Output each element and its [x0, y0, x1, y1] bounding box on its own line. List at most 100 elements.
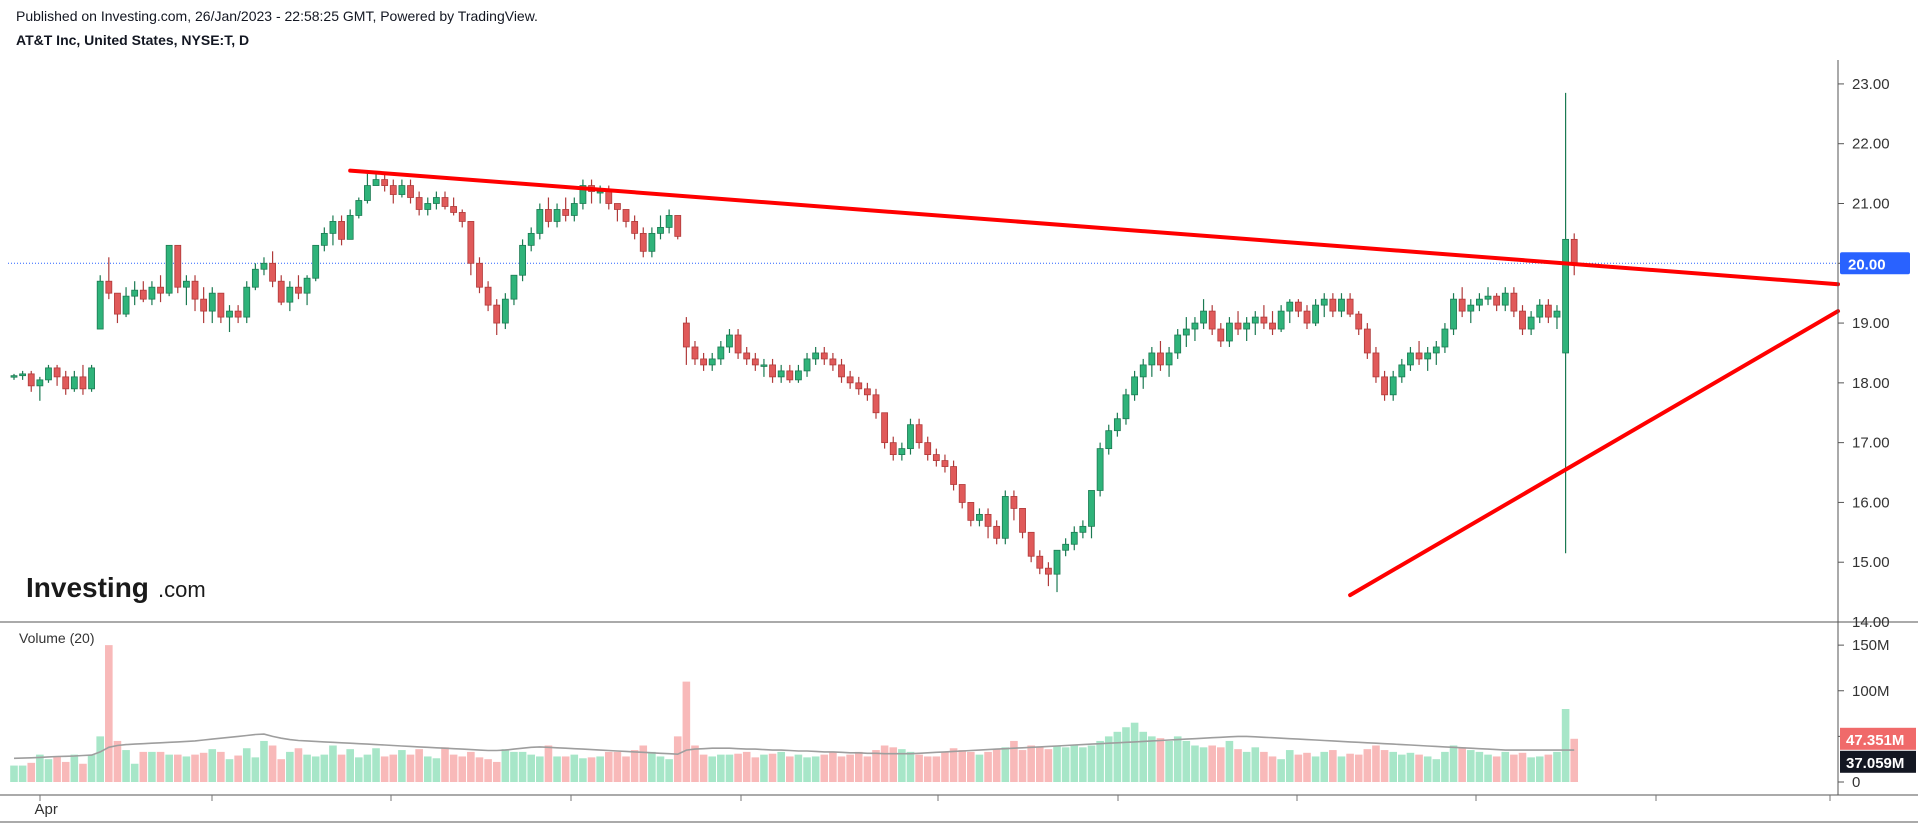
volume-bar [1294, 754, 1303, 782]
logo-main-text: Investing [26, 572, 149, 603]
candle-body [1312, 304, 1320, 324]
candle-body [1277, 310, 1285, 330]
candle-body [458, 212, 466, 222]
volume-bar [1251, 747, 1260, 782]
candle-body [682, 322, 690, 348]
volume-bar [803, 757, 811, 782]
volume-bar [467, 751, 475, 782]
candle-body [846, 376, 854, 384]
volume-bar [1044, 749, 1053, 782]
volume-bar [1035, 747, 1044, 782]
volume-bar [1173, 736, 1182, 782]
candle-body [1208, 310, 1216, 330]
volume-bar [837, 756, 846, 782]
candle-body [734, 334, 742, 354]
candle-body [622, 209, 630, 222]
volume-bar [829, 751, 837, 782]
volume-bar [1337, 756, 1346, 782]
candle-body [1174, 334, 1182, 354]
volume-bar [1354, 754, 1363, 782]
candle-body [1544, 304, 1552, 318]
volume-bar [923, 756, 932, 782]
volume-tick-label: 0 [1852, 774, 1860, 791]
volume-badge-black [1840, 750, 1916, 773]
volume-bar [1156, 738, 1165, 782]
candle-body [450, 206, 458, 213]
volume-bar [553, 756, 561, 782]
candle-body [838, 364, 845, 378]
volume-bar [1553, 751, 1561, 782]
volume-bar [1148, 736, 1156, 782]
candle-body [19, 373, 27, 377]
volume-bar [1398, 754, 1406, 782]
trendlines-layer [348, 168, 1840, 598]
volume-bar [10, 765, 18, 782]
candle-body [441, 197, 449, 207]
volume-bar [191, 754, 199, 782]
candle-body [769, 364, 776, 378]
candle-body [1303, 310, 1311, 324]
candle-body [122, 295, 130, 315]
volume-bar [734, 753, 742, 782]
volume-tick-label: 150M [1852, 637, 1890, 654]
candle-body [579, 185, 587, 204]
volume-bar [1389, 751, 1397, 782]
volume-bar [854, 751, 863, 782]
volume-bar [1518, 752, 1527, 782]
volume-bar [1527, 757, 1535, 782]
volume-bar [475, 757, 484, 782]
candle-body [1467, 304, 1475, 312]
candle-body [700, 358, 707, 366]
volume-bar [682, 681, 691, 782]
volume-bar [1475, 751, 1484, 782]
candle-body [795, 370, 802, 381]
candle-body [1527, 316, 1535, 330]
volume-bar [1466, 750, 1475, 782]
volume-bar [96, 736, 104, 782]
volume-bar [251, 757, 260, 782]
volume-bar [36, 754, 44, 782]
volume-tick-label: 100M [1852, 683, 1890, 700]
volume-bar [44, 759, 53, 782]
volume-bar [1285, 750, 1294, 782]
candle-body [510, 274, 518, 300]
volume-panel-title: Volume (20) [19, 630, 94, 646]
candle-body [1243, 322, 1251, 330]
candle-body [200, 298, 208, 312]
volume-bar [811, 756, 820, 782]
axes-layer: 23.00 22.00 21.00 20.00 19.00 18.00 17.00 16.00… [0, 60, 1918, 823]
candle-body [924, 442, 932, 455]
candle-body [105, 280, 113, 294]
candle-body [217, 292, 225, 318]
volume-bar [587, 757, 596, 782]
candle-body [243, 286, 251, 318]
volume-bar [1311, 756, 1320, 782]
candle-body [1441, 328, 1449, 348]
candles-layer [10, 92, 1578, 593]
candle-body [1363, 328, 1371, 354]
candle-body [53, 367, 61, 378]
volume-bar [199, 752, 208, 782]
candle-body [605, 191, 613, 204]
volume-bar [415, 749, 423, 782]
volume-bar [1001, 747, 1010, 782]
price-tick-label: 16.00 [1852, 494, 1890, 511]
candle-body [1148, 352, 1156, 366]
volume-bar [941, 751, 949, 782]
volume-bar [699, 754, 708, 782]
candle-body [1113, 418, 1121, 432]
candle-body [691, 346, 699, 360]
volume-bar [260, 740, 268, 782]
candle-body [648, 232, 656, 252]
volume-bar [329, 745, 337, 782]
volume-bar [958, 750, 966, 782]
volume-bar [622, 756, 630, 782]
volume-bar [165, 754, 173, 782]
volume-bar [156, 751, 165, 782]
candle-body [1320, 298, 1328, 306]
candle-body [303, 277, 311, 294]
volume-bar [79, 763, 87, 782]
time-axis-label: Apr [34, 801, 57, 818]
volume-bar [389, 754, 398, 782]
